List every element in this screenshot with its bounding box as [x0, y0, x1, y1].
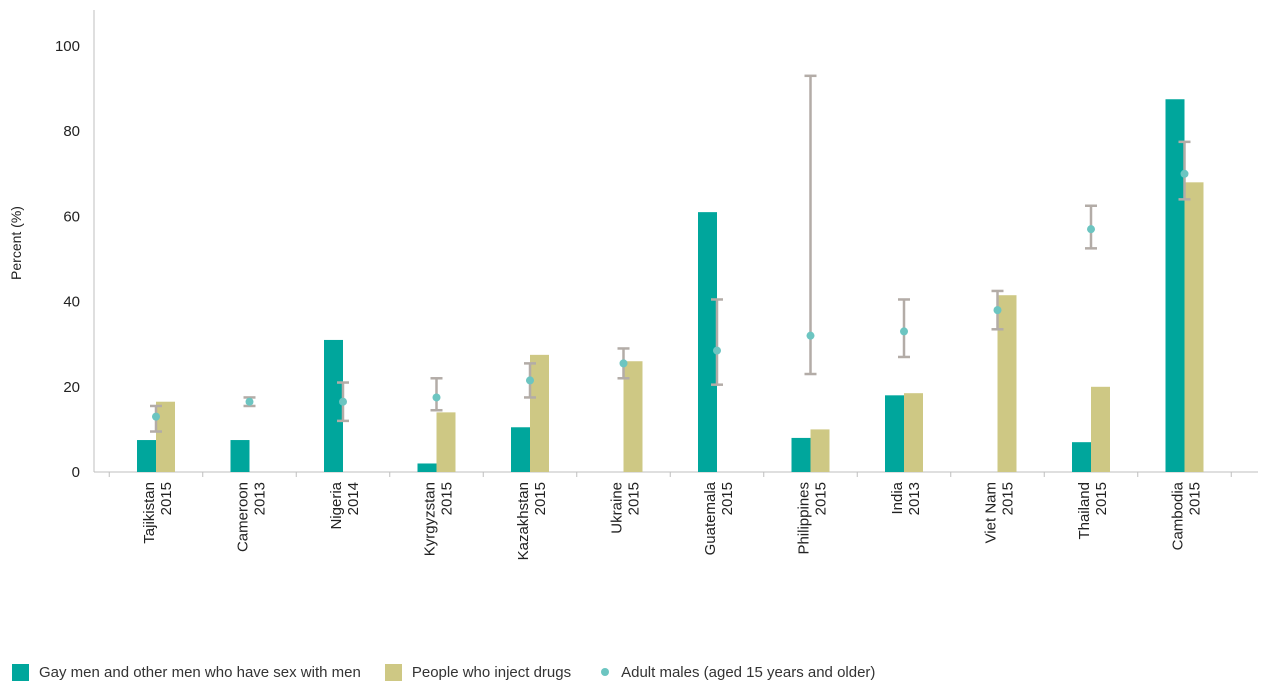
- x-tick-label: Cameroon 2013: [235, 482, 269, 552]
- bar-pwid: [436, 412, 456, 472]
- x-tick-label-year: 2015: [439, 482, 456, 515]
- bar-msm: [137, 440, 156, 472]
- x-tick-label-country: Tajikistan: [141, 482, 158, 544]
- y-tick-label: 0: [72, 464, 80, 481]
- x-tick-label: Nigeria 2014: [328, 481, 362, 529]
- axes: 0 20 40 60 80 100: [55, 10, 1258, 481]
- point-adult-males: [713, 346, 721, 355]
- bar-pwid: [530, 354, 549, 472]
- bar-msm: [698, 212, 717, 472]
- bar-pwid: [997, 295, 1017, 472]
- point-adult-males: [806, 331, 815, 340]
- bar-pwid: [156, 401, 175, 472]
- point-adult-males: [1087, 225, 1095, 234]
- point-adult-males: [152, 412, 160, 421]
- bar-msm: [417, 463, 437, 472]
- x-tick-label-country: India: [889, 481, 906, 514]
- y-tick-label: 20: [63, 379, 80, 396]
- x-tick-label-country: Ukraine: [609, 482, 626, 534]
- legend-label-adult-males: Adult males (aged 15 years and older): [621, 663, 876, 681]
- x-tick-label-country: Kyrgyzstan: [422, 482, 439, 556]
- x-tick-label-year: 2015: [1187, 482, 1204, 515]
- x-tick-label: India 2013: [889, 481, 923, 515]
- x-tick-label-country: Nigeria: [328, 481, 345, 529]
- legend-swatch-pwid: [384, 663, 402, 681]
- point-adult-males: [339, 397, 347, 406]
- x-tick-label-country: Viet Nam: [983, 482, 1000, 543]
- x-tick-label: Kazakhstan 2015: [515, 482, 549, 560]
- x-axis-labels: Tajikistan 2015 Cameroon 2013 Nigeria 2014 Kyr…: [141, 481, 1204, 560]
- points: [152, 169, 1189, 421]
- x-tick-label: Guatemala 2015: [702, 481, 736, 555]
- bar-msm: [230, 440, 250, 472]
- x-tick-label-year: 2014: [345, 482, 362, 515]
- bar-msm: [1072, 442, 1091, 472]
- point-adult-males: [1180, 169, 1189, 178]
- y-tick-label: 80: [63, 123, 80, 140]
- x-tick-label-country: Cameroon: [235, 482, 252, 552]
- x-tick-label: Thailand 2015: [1076, 482, 1110, 540]
- bar-pwid: [1091, 386, 1110, 472]
- x-tick-label-year: 2015: [1000, 482, 1017, 515]
- point-adult-males: [526, 376, 534, 385]
- legend: Gay men and other men who have sex with …: [12, 661, 899, 683]
- bar-msm: [885, 395, 904, 472]
- x-tick-label-year: 2015: [813, 482, 830, 515]
- legend-item-msm: Gay men and other men who have sex with …: [12, 663, 361, 681]
- legend-label-msm: Gay men and other men who have sex with …: [39, 663, 361, 681]
- x-tick-label-year: 2015: [532, 482, 549, 515]
- x-tick-label-country: Guatemala: [702, 481, 719, 555]
- error-bar: [711, 298, 723, 386]
- x-tick-label: Viet Nam 2015: [983, 482, 1017, 543]
- y-tick-label: 100: [55, 38, 80, 55]
- x-tick-label-country: Kazakhstan: [515, 482, 532, 560]
- bar-pwid: [1184, 182, 1204, 472]
- bar-pwid: [623, 361, 643, 472]
- x-tick-label: Kyrgyzstan 2015: [422, 482, 456, 556]
- x-tick-label-year: 2013: [906, 482, 923, 515]
- error-bars: [150, 74, 1191, 433]
- x-tick-label-year: 2015: [1093, 482, 1110, 515]
- bar-pwid: [810, 429, 830, 472]
- x-tick-label-year: 2015: [719, 482, 736, 515]
- y-axis-title: Percent (%): [8, 206, 24, 280]
- bar-msm: [511, 427, 530, 472]
- x-tick-label: Tajikistan 2015: [141, 482, 175, 544]
- point-adult-males: [432, 393, 441, 402]
- legend-item-adult-males: Adult males (aged 15 years and older): [595, 664, 875, 681]
- legend-label-pwid: People who inject drugs: [411, 663, 572, 681]
- legend-dot-adult-males: [601, 668, 610, 676]
- bar-msm: [1165, 99, 1185, 472]
- x-tick-label-year: 2015: [158, 482, 175, 515]
- point-adult-males: [245, 397, 254, 406]
- x-tick-label: Cambodia 2015: [1170, 481, 1204, 550]
- x-tick-label-year: 2015: [626, 482, 643, 515]
- x-tick-label: Ukraine 2015: [609, 482, 643, 534]
- point-adult-males: [900, 327, 908, 336]
- point-adult-males: [993, 306, 1002, 315]
- y-tick-label: 60: [63, 208, 80, 225]
- legend-swatch-msm: [12, 663, 29, 681]
- x-tick-label-year: 2013: [252, 482, 269, 515]
- bar-msm: [324, 339, 343, 472]
- bar-msm: [791, 437, 811, 472]
- x-tick-label: Philippines 2015: [796, 482, 830, 555]
- legend-item-pwid: People who inject drugs: [384, 663, 572, 681]
- error-bar: [804, 74, 817, 376]
- x-tick-label-country: Philippines: [796, 482, 813, 555]
- bar-pwid: [904, 393, 923, 472]
- point-adult-males: [619, 359, 628, 368]
- x-tick-label-country: Cambodia: [1170, 481, 1187, 550]
- x-tick-label-country: Thailand: [1076, 482, 1093, 540]
- bars: [137, 99, 1204, 472]
- y-tick-label: 40: [63, 294, 80, 311]
